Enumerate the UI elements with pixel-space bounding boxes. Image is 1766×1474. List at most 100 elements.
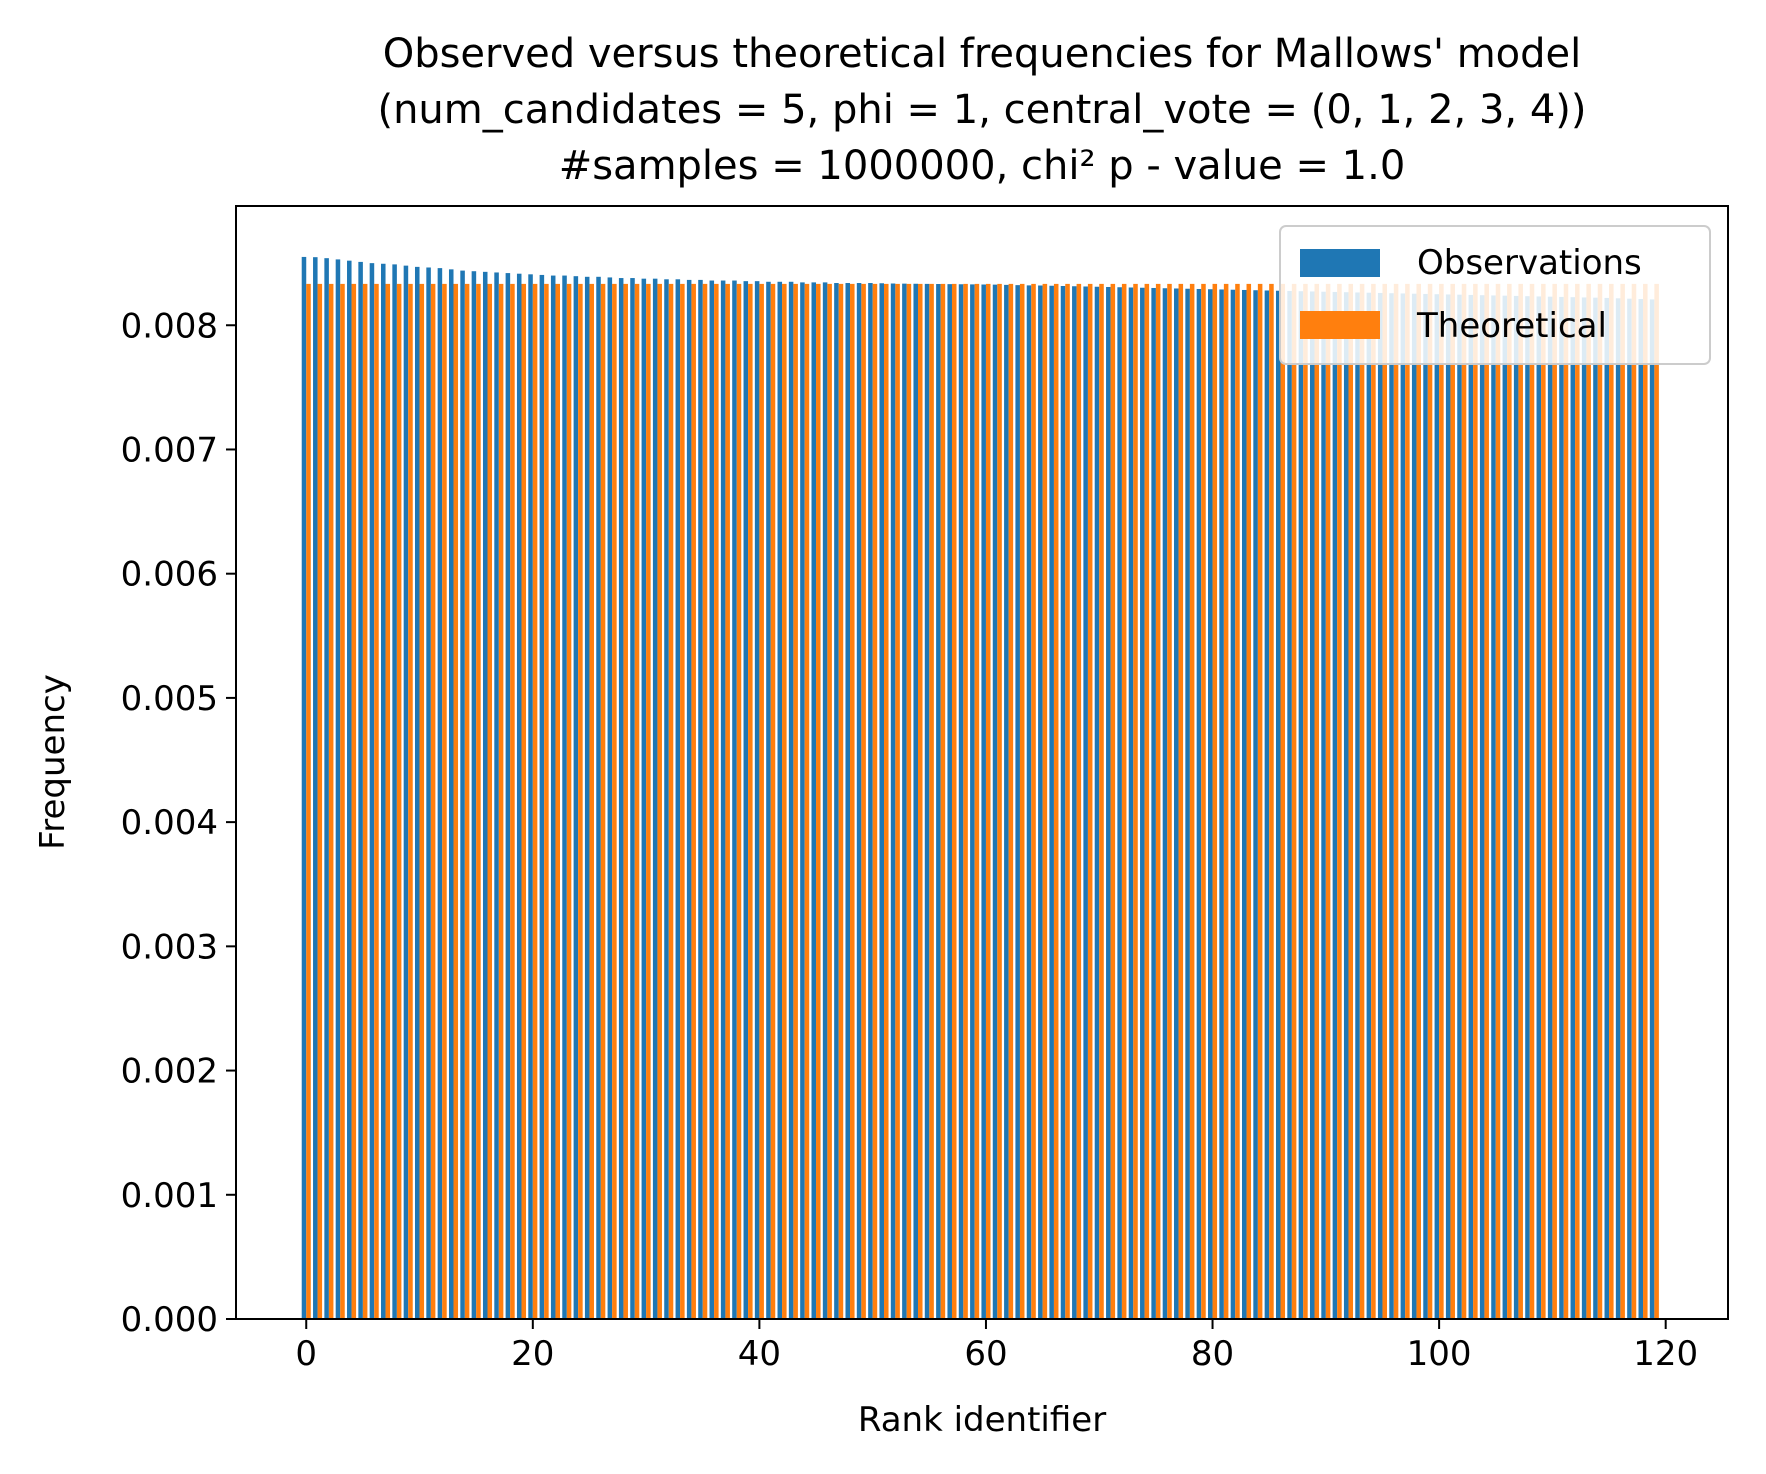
bar-theoretical xyxy=(782,283,787,1319)
bar-observations xyxy=(1083,286,1088,1319)
bar-theoretical xyxy=(1053,283,1059,1319)
bar-observations xyxy=(573,276,579,1320)
bar-theoretical xyxy=(974,283,980,1319)
bar-theoretical xyxy=(1008,283,1014,1319)
bar-observations xyxy=(403,265,409,1320)
bar-observations xyxy=(1185,288,1190,1320)
bar-theoretical xyxy=(1529,283,1535,1319)
bar-observations xyxy=(1208,289,1213,1320)
bar-observations xyxy=(1072,286,1077,1319)
bar-theoretical xyxy=(544,283,549,1319)
bar-observations xyxy=(1389,293,1394,1320)
bar-observations xyxy=(1615,298,1621,1319)
bar-observations xyxy=(698,279,703,1319)
bar-observations xyxy=(788,281,794,1319)
bar-observations xyxy=(1400,293,1406,1320)
bar-observations xyxy=(754,281,760,1319)
bar-observations xyxy=(1491,295,1496,1319)
bar-theoretical xyxy=(691,283,696,1319)
bar-observations xyxy=(347,260,352,1319)
legend-box xyxy=(1279,225,1711,365)
bar-observations xyxy=(777,281,783,1319)
bar-theoretical xyxy=(408,283,413,1319)
bar-theoretical xyxy=(1620,283,1625,1319)
bars-layer xyxy=(301,256,1659,1320)
bar-theoretical xyxy=(804,283,810,1319)
bar-observations xyxy=(528,274,533,1319)
bar-observations xyxy=(1627,298,1632,1319)
bar-observations xyxy=(1649,299,1655,1319)
bar-observations xyxy=(720,280,726,1319)
bar-theoretical xyxy=(1393,283,1399,1319)
bar-observations xyxy=(1264,290,1270,1320)
bar-theoretical xyxy=(317,283,323,1319)
legend: Observations Theoretical xyxy=(1279,225,1711,365)
bar-observations xyxy=(482,271,488,1320)
bar-observations xyxy=(664,279,669,1319)
bar-theoretical xyxy=(1450,283,1455,1319)
bar-theoretical xyxy=(1133,283,1138,1319)
bar-theoretical xyxy=(1212,283,1218,1319)
bar-theoretical xyxy=(1201,283,1206,1319)
bar-theoretical xyxy=(1643,283,1648,1319)
bar-theoretical xyxy=(1597,283,1603,1319)
chart-title-line-1: Observed versus theoretical frequencies … xyxy=(382,31,1582,77)
x-tick-label: 60 xyxy=(964,1334,1007,1374)
bar-observations xyxy=(1026,285,1032,1319)
bar-observations xyxy=(369,263,375,1319)
bar-theoretical xyxy=(1371,283,1376,1319)
bar-observations xyxy=(494,272,499,1320)
bar-theoretical xyxy=(1223,283,1229,1319)
bar-observations xyxy=(868,283,873,1319)
y-tick-label: 0.002 xyxy=(121,1052,218,1092)
bar-theoretical xyxy=(623,283,628,1319)
bar-observations xyxy=(1309,291,1315,1320)
bar-observations xyxy=(381,263,386,1319)
bar-observations xyxy=(856,283,862,1319)
bar-observations xyxy=(596,276,601,1319)
bar-theoretical xyxy=(453,283,459,1319)
bar-observations xyxy=(539,274,545,1320)
y-tick-label: 0.004 xyxy=(121,803,218,843)
bar-observations xyxy=(1038,285,1043,1319)
bar-theoretical xyxy=(1031,283,1036,1319)
bar-observations xyxy=(392,264,397,1319)
bar-observations xyxy=(981,284,986,1319)
bar-theoretical xyxy=(442,283,447,1319)
bar-theoretical xyxy=(1631,283,1637,1319)
bar-theoretical xyxy=(1461,283,1467,1319)
bar-observations xyxy=(924,283,930,1319)
bar-observations xyxy=(1332,291,1338,1320)
bar-theoretical xyxy=(419,283,425,1319)
bar-observations xyxy=(1445,294,1451,1320)
y-tick-label: 0.005 xyxy=(121,679,218,719)
bar-theoretical xyxy=(1042,283,1048,1319)
bar-observations xyxy=(335,259,341,1319)
bar-observations xyxy=(1321,291,1326,1320)
chart-title-line-3: #samples = 1000000, chi² p - value = 1.0 xyxy=(558,143,1406,189)
bar-observations xyxy=(1547,296,1553,1319)
y-tick-label: 0.008 xyxy=(121,306,218,346)
bar-theoretical xyxy=(1507,283,1512,1319)
bar-theoretical xyxy=(1065,283,1070,1319)
bar-observations xyxy=(811,282,817,1319)
bar-theoretical xyxy=(827,283,832,1319)
bar-theoretical xyxy=(306,283,311,1319)
bar-theoretical xyxy=(1609,283,1614,1319)
bar-theoretical xyxy=(1325,283,1331,1319)
y-ticks: 0.000 0.001 0.002 0.003 0.004 0.005 0.006 0.007… xyxy=(121,306,236,1340)
bar-observations xyxy=(426,267,431,1319)
bar-theoretical xyxy=(1121,283,1127,1319)
bar-theoretical xyxy=(589,283,594,1319)
bar-theoretical xyxy=(714,283,719,1319)
bar-theoretical xyxy=(1484,283,1489,1319)
bar-theoretical xyxy=(476,283,481,1319)
bar-theoretical xyxy=(1291,283,1297,1319)
bar-theoretical xyxy=(1189,283,1195,1319)
bar-theoretical xyxy=(748,283,753,1319)
bar-observations xyxy=(902,283,907,1319)
y-tick-label: 0.001 xyxy=(121,1176,218,1216)
y-tick-label: 0.006 xyxy=(121,555,218,595)
bar-observations xyxy=(448,269,454,1320)
bar-observations xyxy=(505,273,511,1320)
